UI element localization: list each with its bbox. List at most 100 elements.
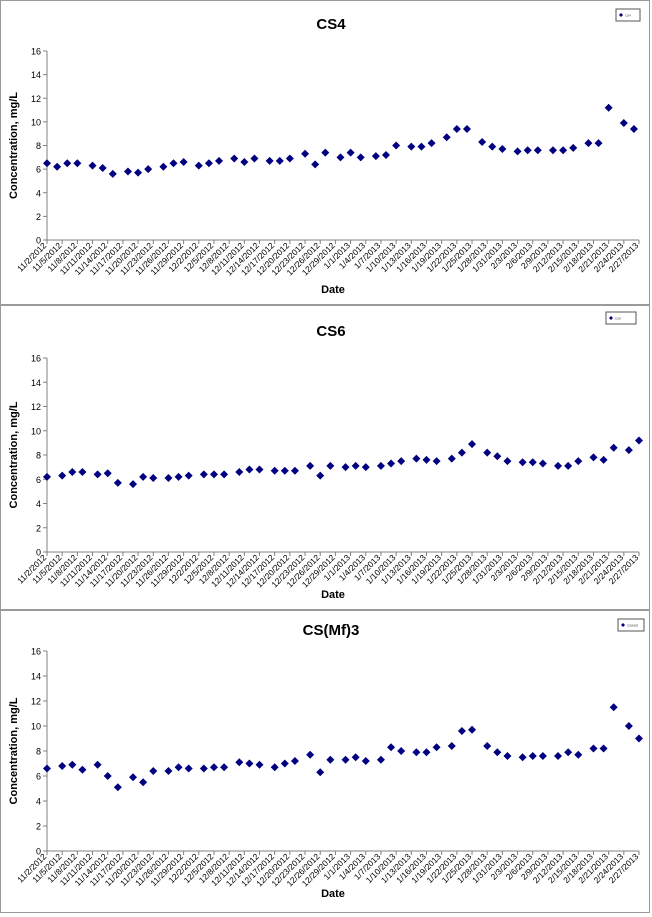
data-point bbox=[129, 480, 138, 489]
data-point bbox=[164, 474, 173, 483]
data-point bbox=[518, 753, 527, 762]
y-tick-label: 4 bbox=[36, 188, 41, 198]
data-point bbox=[88, 161, 97, 170]
data-point bbox=[280, 466, 289, 475]
data-point bbox=[290, 466, 299, 475]
data-point bbox=[493, 452, 502, 461]
legend: CS6 bbox=[605, 311, 637, 325]
data-point bbox=[43, 159, 51, 168]
data-point bbox=[397, 747, 406, 755]
chart-svg-csmf3: CS(Mf)3 CS(Mf)3024681012141611/2/201211/5… bbox=[8, 618, 645, 900]
data-point bbox=[103, 772, 112, 780]
data-point bbox=[417, 142, 426, 151]
y-tick-label: 4 bbox=[36, 797, 41, 807]
data-point bbox=[290, 757, 299, 765]
data-point bbox=[204, 159, 213, 168]
data-point bbox=[462, 124, 471, 133]
data-point bbox=[108, 169, 117, 178]
data-point bbox=[432, 457, 441, 466]
data-point bbox=[488, 142, 497, 151]
data-point bbox=[412, 748, 421, 757]
data-point bbox=[427, 139, 436, 148]
data-point bbox=[538, 752, 547, 760]
data-point bbox=[139, 472, 148, 481]
data-point bbox=[564, 748, 573, 757]
data-point bbox=[356, 153, 365, 162]
data-point bbox=[245, 465, 254, 474]
data-point bbox=[387, 459, 396, 468]
data-point bbox=[306, 750, 315, 759]
data-point bbox=[43, 764, 51, 773]
legend-label: CS(Mf)3 bbox=[627, 624, 638, 628]
data-point bbox=[629, 124, 638, 133]
data-point bbox=[564, 461, 573, 470]
data-point bbox=[589, 453, 598, 462]
y-tick-label: 14 bbox=[31, 672, 41, 682]
data-point bbox=[361, 463, 370, 472]
data-point bbox=[103, 469, 112, 478]
data-point bbox=[58, 471, 67, 480]
data-point bbox=[169, 159, 178, 168]
data-point bbox=[245, 759, 254, 768]
legend: CS4 bbox=[615, 8, 641, 22]
data-point bbox=[387, 743, 396, 752]
data-point bbox=[554, 752, 563, 760]
y-tick-label: 2 bbox=[36, 523, 41, 533]
data-point bbox=[164, 767, 173, 775]
y-tick-label: 12 bbox=[31, 94, 41, 104]
data-point bbox=[574, 457, 583, 466]
data-point bbox=[589, 744, 598, 753]
data-point bbox=[275, 156, 284, 165]
data-point bbox=[361, 757, 370, 765]
y-tick-label: 16 bbox=[31, 354, 41, 364]
x-axis-label: Date bbox=[321, 589, 345, 601]
data-point bbox=[184, 764, 193, 773]
data-point bbox=[422, 748, 431, 757]
data-point bbox=[179, 158, 188, 167]
data-point bbox=[503, 752, 512, 760]
y-tick-label: 0 bbox=[36, 847, 41, 857]
data-point bbox=[376, 755, 385, 764]
data-point bbox=[63, 159, 72, 168]
legend-marker-icon bbox=[621, 623, 625, 627]
y-tick-label: 0 bbox=[36, 236, 41, 246]
chart-svg-cs6: CS6CS6024681012141611/2/201211/5/201211/… bbox=[8, 311, 643, 601]
data-point bbox=[144, 165, 153, 174]
data-point bbox=[493, 748, 502, 757]
data-point bbox=[215, 156, 224, 165]
y-tick-label: 6 bbox=[36, 475, 41, 485]
data-point bbox=[483, 742, 492, 750]
legend-box bbox=[615, 8, 641, 22]
data-point bbox=[624, 722, 633, 730]
data-point bbox=[346, 148, 355, 157]
data-point bbox=[635, 734, 643, 743]
data-point bbox=[478, 137, 487, 146]
y-tick-label: 8 bbox=[36, 451, 41, 461]
data-point bbox=[503, 457, 512, 466]
data-point bbox=[341, 463, 350, 472]
data-point bbox=[199, 470, 208, 479]
data-point bbox=[371, 152, 380, 161]
data-point bbox=[199, 764, 208, 773]
data-point bbox=[382, 150, 391, 159]
data-point bbox=[301, 149, 310, 158]
y-tick-label: 12 bbox=[31, 697, 41, 707]
data-point bbox=[584, 139, 593, 148]
data-point bbox=[53, 162, 62, 171]
data-point bbox=[604, 103, 613, 112]
data-point bbox=[159, 162, 168, 171]
data-point bbox=[174, 763, 183, 772]
data-point bbox=[457, 448, 466, 457]
data-point bbox=[255, 760, 264, 769]
y-tick-label: 10 bbox=[31, 426, 41, 436]
data-point bbox=[483, 448, 492, 457]
y-axis-label: Concentration, mg/L bbox=[8, 401, 20, 508]
data-point bbox=[599, 744, 608, 753]
data-point bbox=[538, 459, 547, 468]
data-point bbox=[43, 472, 51, 481]
data-point bbox=[265, 156, 274, 165]
y-tick-label: 14 bbox=[31, 70, 41, 80]
y-tick-label: 10 bbox=[31, 117, 41, 127]
x-axis-label: Date bbox=[321, 284, 345, 296]
data-point bbox=[139, 778, 148, 787]
